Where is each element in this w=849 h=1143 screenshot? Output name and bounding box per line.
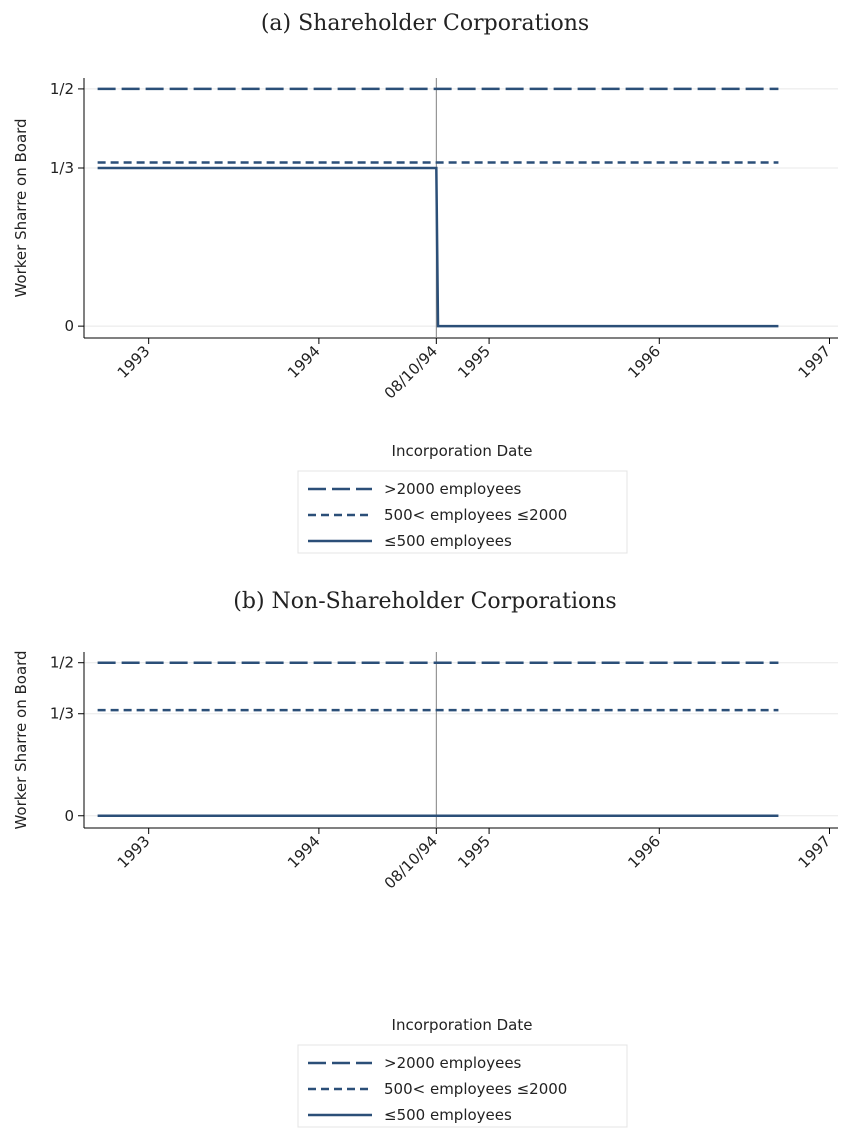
x-tick-label: 1995 [454,342,494,382]
y-tick-label: 1/3 [50,159,74,177]
x-tick-label: 1993 [114,342,154,382]
y-tick-label: 1/2 [50,80,74,98]
legend-label: 500< employees ≤2000 [384,506,567,524]
y-axis-label: Worker Sharre on Board [12,650,30,829]
legend-label: ≤500 employees [384,1106,512,1124]
legend-box [297,470,628,554]
legend: >2000 employees 500< employees ≤2000 ≤500 … [297,1044,628,1128]
legend-label: >2000 employees [384,480,522,498]
x-tick-label: 1993 [114,832,154,872]
x-tick-label: 1996 [624,342,664,382]
legend-label: ≤500 employees [384,532,512,550]
x-tick-label: 1997 [795,832,835,872]
y-axis-label: Worker Sharre on Board [12,118,30,297]
x-tick-label: 08/10/94 [381,342,441,402]
y-tick-label: 1/3 [50,705,74,723]
x-tick-label: 1997 [795,342,835,382]
legend-box [297,1044,628,1128]
legend-label: 500< employees ≤2000 [384,1080,567,1098]
chart: (b) Non-Shareholder Corporations Worker S… [12,589,838,1128]
legend: >2000 employees 500< employees ≤2000 ≤500 … [297,470,628,554]
chart-title: (a) Shareholder Corporations [261,11,589,36]
y-tick-label: 0 [64,807,74,825]
legend-label: >2000 employees [384,1054,522,1072]
x-tick-label: 08/10/94 [381,832,441,892]
series-line [97,166,779,328]
x-axis-label: Incorporation Date [392,442,533,460]
x-tick-label: 1994 [284,342,324,382]
x-axis-label: Incorporation Date [392,1016,533,1034]
x-tick-label: 1996 [624,832,664,872]
x-tick-label: 1995 [454,832,494,872]
x-tick-label: 1994 [284,832,324,872]
chart: (a) Shareholder Corporations Worker Sharr… [12,11,838,554]
y-tick-label: 1/2 [50,654,74,672]
chart-title: (b) Non-Shareholder Corporations [233,589,616,614]
y-tick-label: 0 [64,317,74,335]
